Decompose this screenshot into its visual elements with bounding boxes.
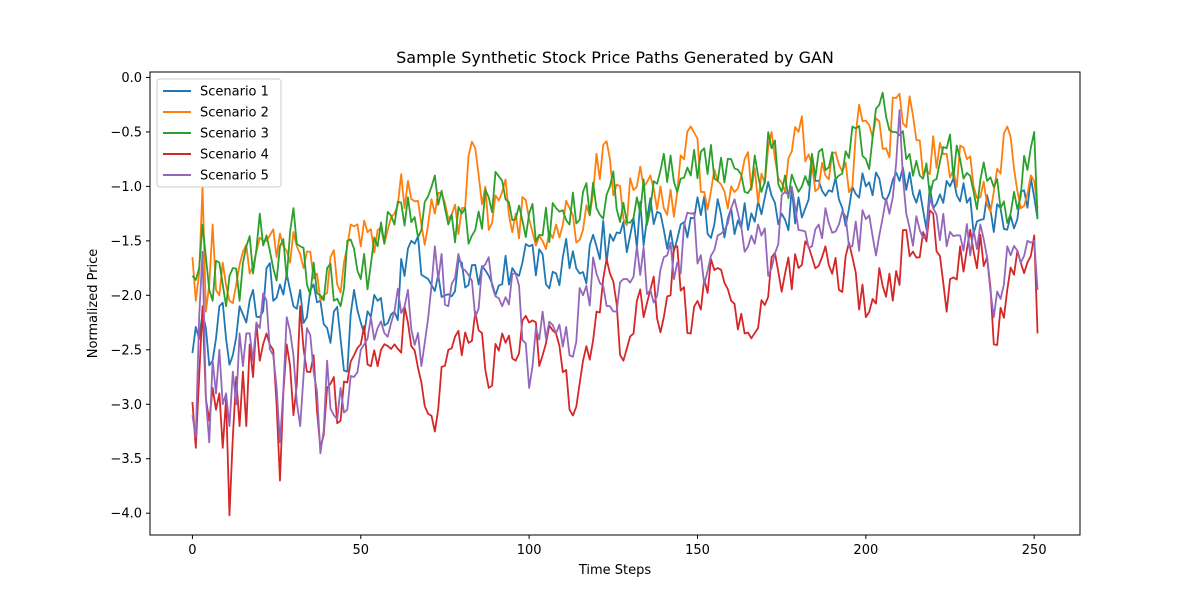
x-tick-label: 200 xyxy=(853,543,878,558)
legend: Scenario 1 Scenario 2 Scenario 3 Scenario 4… xyxy=(156,78,282,188)
series-line-4 xyxy=(191,209,1039,517)
series-line-1 xyxy=(191,159,1039,373)
series-line-2 xyxy=(191,92,1039,313)
y-tick-label: −3.5 xyxy=(110,452,142,467)
y-tick-label: −1.0 xyxy=(110,180,142,195)
series-line-5 xyxy=(191,109,1039,455)
series-layer xyxy=(191,91,1039,517)
y-axis: 0.0 −0.5 −1.0 −1.5 −2.0 −2.5 −3.0 −3.5 −4.0 xyxy=(110,71,150,522)
y-tick-label: −2.0 xyxy=(110,289,142,304)
x-tick-label: 50 xyxy=(353,543,370,558)
legend-label-1: Scenario 1 xyxy=(200,85,269,100)
y-tick-label: −3.0 xyxy=(110,398,142,413)
y-tick-label: 0.0 xyxy=(121,71,142,86)
x-tick-label: 0 xyxy=(188,543,196,558)
x-tick-label: 150 xyxy=(685,543,710,558)
legend-label-4: Scenario 4 xyxy=(200,148,269,163)
x-tick-label: 100 xyxy=(517,543,542,558)
legend-label-5: Scenario 5 xyxy=(200,169,269,184)
y-axis-label: Normalized Price xyxy=(86,249,101,359)
x-axis: 0 50 100 150 200 250 xyxy=(188,535,1047,558)
y-tick-label: −4.0 xyxy=(110,507,142,522)
x-axis-label: Time Steps xyxy=(578,563,652,578)
y-tick-label: −1.5 xyxy=(110,234,142,249)
x-tick-label: 250 xyxy=(1022,543,1047,558)
y-tick-label: −2.5 xyxy=(110,343,142,358)
y-tick-label: −0.5 xyxy=(110,125,142,140)
legend-label-3: Scenario 3 xyxy=(200,127,269,142)
plot-area-frame xyxy=(149,71,1081,536)
legend-box xyxy=(156,78,282,188)
series-line-3 xyxy=(191,91,1039,308)
legend-label-2: Scenario 2 xyxy=(200,106,269,121)
chart-title: Sample Synthetic Stock Price Paths Gener… xyxy=(396,48,834,67)
